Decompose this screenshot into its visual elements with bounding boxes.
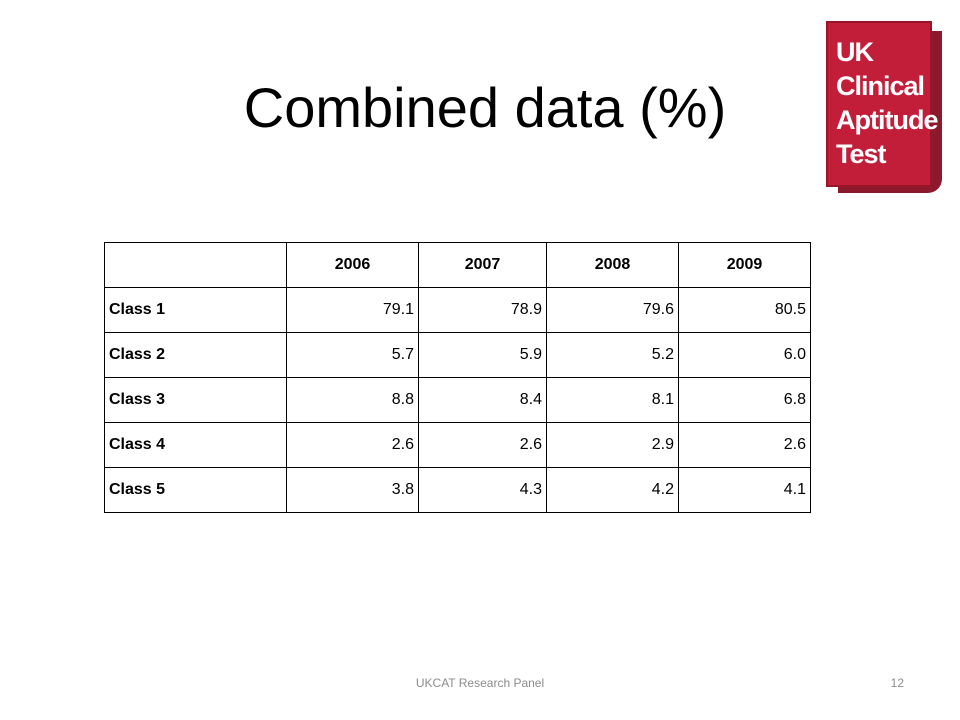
table-cell: 2.9 (546, 422, 679, 468)
logo-text: UK Clinical Aptitude Test (836, 35, 938, 171)
table-cell: 3.8 (286, 467, 419, 513)
table-cell: 80.5 (678, 287, 811, 333)
table-cell: 5.9 (418, 332, 547, 378)
header-2009: 2009 (678, 242, 811, 288)
row-label: Class 5 (104, 467, 287, 513)
combined-data-table: 2006 2007 2008 2009 Class 1 79.1 78.9 79… (104, 242, 811, 513)
slide-number: 12 (890, 676, 904, 690)
table-row: Class 3 8.8 8.4 8.1 6.8 (104, 377, 811, 423)
table-cell: 4.1 (678, 467, 811, 513)
row-label: Class 4 (104, 422, 287, 468)
table-cell: 79.6 (546, 287, 679, 333)
header-empty-cell (104, 242, 287, 288)
table-cell: 8.4 (418, 377, 547, 423)
table-cell: 4.2 (546, 467, 679, 513)
ukcat-logo: UK Clinical Aptitude Test (826, 21, 942, 193)
table-cell: 6.8 (678, 377, 811, 423)
logo-line-clinical: Clinical (836, 71, 925, 101)
header-2006: 2006 (286, 242, 419, 288)
logo-line-aptitude: Aptitude (836, 105, 938, 135)
table-cell: 8.8 (286, 377, 419, 423)
header-2008: 2008 (546, 242, 679, 288)
table-cell: 4.3 (418, 467, 547, 513)
table-cell: 2.6 (286, 422, 419, 468)
table-cell: 2.6 (678, 422, 811, 468)
row-label: Class 1 (104, 287, 287, 333)
table-header-row: 2006 2007 2008 2009 (104, 242, 811, 288)
slide-title: Combined data (%) (243, 76, 727, 139)
row-label: Class 3 (104, 377, 287, 423)
table-cell: 79.1 (286, 287, 419, 333)
table-row: Class 5 3.8 4.3 4.2 4.1 (104, 467, 811, 513)
table-row: Class 4 2.6 2.6 2.9 2.6 (104, 422, 811, 468)
footer-text: UKCAT Research Panel (415, 676, 545, 690)
header-2007: 2007 (418, 242, 547, 288)
table-cell: 8.1 (546, 377, 679, 423)
table-cell: 6.0 (678, 332, 811, 378)
table-cell: 5.2 (546, 332, 679, 378)
logo-line-test: Test (836, 139, 887, 169)
table-cell: 78.9 (418, 287, 547, 333)
table-row: Class 2 5.7 5.9 5.2 6.0 (104, 332, 811, 378)
logo-line-uk: UK (836, 37, 874, 67)
table-cell: 5.7 (286, 332, 419, 378)
logo-card: UK Clinical Aptitude Test (826, 21, 938, 187)
table-cell: 2.6 (418, 422, 547, 468)
row-label: Class 2 (104, 332, 287, 378)
table-row: Class 1 79.1 78.9 79.6 80.5 (104, 287, 811, 333)
